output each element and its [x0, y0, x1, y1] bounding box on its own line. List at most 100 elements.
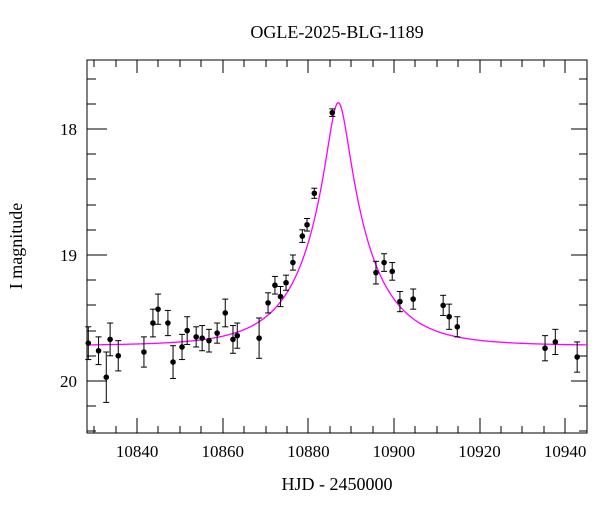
data-point-group — [389, 262, 396, 281]
data-point-group — [149, 308, 156, 338]
data-point-group — [170, 345, 177, 379]
data-point-group — [179, 333, 186, 361]
x-tick-label: 10940 — [544, 442, 587, 461]
data-point — [265, 300, 271, 306]
data-point — [446, 313, 452, 320]
data-point-group — [311, 187, 318, 199]
data-point-group — [140, 336, 147, 368]
data-point — [299, 233, 306, 239]
data-point-group — [542, 335, 549, 362]
data-point-group — [372, 260, 379, 285]
data-point — [440, 302, 446, 309]
data-point — [107, 336, 113, 343]
data-point — [141, 349, 147, 355]
y-tick-label: 19 — [60, 246, 77, 265]
y-axis-label: I magnitude — [6, 203, 26, 289]
data-point — [574, 354, 580, 360]
data-point-group — [271, 275, 278, 295]
data-points — [85, 108, 581, 403]
data-point-group — [234, 322, 241, 349]
data-point-group — [199, 325, 206, 352]
data-point-group — [164, 309, 171, 337]
data-point-group — [304, 217, 311, 232]
data-point — [103, 374, 110, 380]
plot-frame-and-ticks — [86, 59, 588, 434]
data-point-group — [265, 292, 272, 314]
data-point — [304, 221, 310, 228]
data-point-group — [381, 253, 388, 272]
data-point — [115, 352, 122, 359]
data-point-group — [222, 298, 229, 328]
data-point-group — [446, 303, 453, 330]
data-point — [184, 327, 190, 334]
data-point-group — [299, 229, 306, 243]
y-tick-label: 18 — [60, 120, 77, 139]
data-point — [311, 190, 318, 197]
data-point-group — [107, 322, 114, 357]
data-point — [290, 259, 296, 266]
data-point-group — [184, 316, 191, 345]
data-point-group — [214, 322, 221, 344]
data-point-group — [103, 351, 110, 403]
data-point-group — [206, 328, 213, 353]
data-point — [389, 268, 396, 275]
chart-title: OGLE-2025-BLG-1189 — [250, 22, 423, 42]
x-tick-label: 10840 — [116, 442, 159, 461]
model-curve-path — [86, 102, 588, 346]
model-curve — [86, 102, 588, 346]
data-point-group — [289, 254, 296, 271]
x-axis-label: HJD - 2450000 — [282, 474, 393, 494]
data-point — [222, 310, 229, 316]
y-tick-label: 20 — [60, 372, 77, 391]
data-point-group — [256, 317, 263, 359]
data-point — [381, 259, 387, 266]
data-point — [85, 340, 92, 346]
data-point — [272, 282, 278, 289]
data-point-group — [155, 293, 162, 325]
data-point-group — [410, 288, 417, 310]
data-point — [165, 320, 171, 326]
plot-frame — [86, 59, 588, 434]
data-point — [283, 279, 289, 286]
data-point — [410, 296, 416, 302]
data-point-group — [396, 291, 403, 313]
data-point — [206, 337, 212, 344]
data-point-group — [454, 316, 461, 338]
x-tick-label: 10880 — [287, 442, 330, 461]
data-point — [542, 345, 548, 352]
data-point — [179, 344, 185, 350]
data-point — [256, 335, 262, 341]
data-point — [373, 269, 379, 276]
data-point-group — [440, 294, 447, 316]
data-point — [150, 320, 156, 326]
data-point-group — [283, 274, 290, 291]
x-tick-label: 10860 — [201, 442, 244, 461]
data-point — [199, 335, 205, 341]
data-point-group — [552, 328, 559, 356]
data-point-group — [329, 108, 336, 117]
data-point — [234, 332, 241, 339]
x-tick-label: 10900 — [373, 442, 416, 461]
data-point — [95, 347, 102, 354]
tick-labels: 10840 10860 10880 10900 10920 10940 18 19 20 — [60, 120, 586, 461]
data-point-group — [95, 336, 102, 366]
data-point-group — [229, 325, 236, 354]
data-point-group — [277, 285, 284, 308]
data-point — [170, 359, 176, 365]
data-point — [552, 339, 559, 345]
data-point-group — [85, 326, 92, 361]
data-point-group — [193, 326, 200, 348]
data-point — [155, 306, 161, 312]
data-point-group — [115, 340, 122, 372]
x-tick-label: 10920 — [458, 442, 501, 461]
data-point — [230, 336, 236, 343]
data-point — [397, 298, 403, 305]
data-point — [214, 330, 220, 336]
data-point — [193, 334, 199, 340]
data-point-group — [574, 341, 581, 373]
data-point — [277, 293, 284, 300]
data-point — [329, 109, 336, 116]
data-point — [454, 324, 461, 330]
